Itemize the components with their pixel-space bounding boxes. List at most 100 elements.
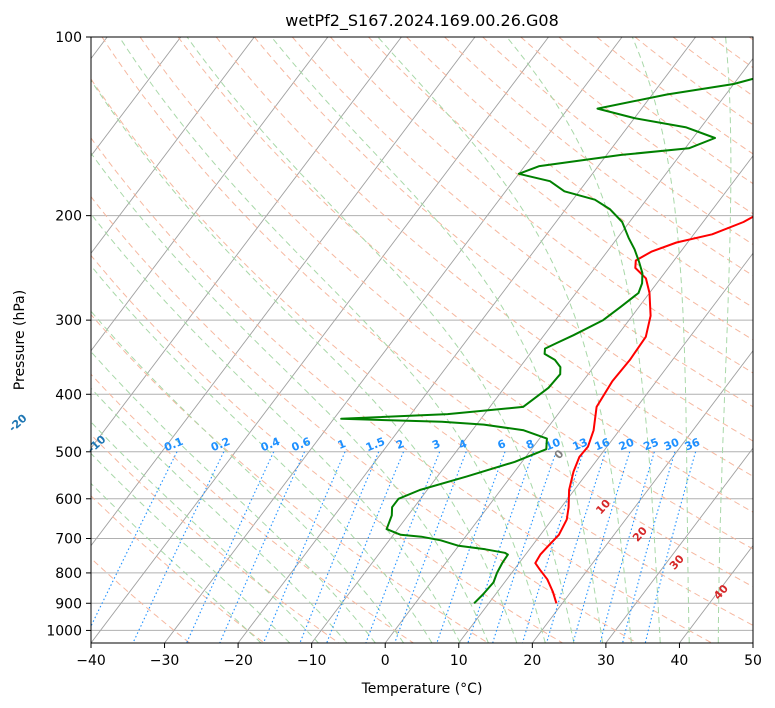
mixing-ratio-label: 8 <box>524 437 536 452</box>
reference-lines-layer <box>91 37 753 643</box>
y-axis-label: Pressure (hPa) <box>12 290 28 390</box>
dry-adiabat-line <box>482 37 753 246</box>
moist-adiabat-line <box>118 37 546 643</box>
mixing-ratio-label: 4 <box>457 437 469 452</box>
x-tick-label: −30 <box>150 653 180 669</box>
mixing-ratio-label: 1 <box>336 437 348 452</box>
isotherm-line <box>91 37 255 255</box>
mixing-ratio-label: 25 <box>642 436 661 454</box>
dry-adiabat-line <box>101 37 753 588</box>
moist-adiabat-line <box>91 213 461 643</box>
y-tick-label: 900 <box>55 596 82 612</box>
mixing-ratio-line <box>299 451 380 643</box>
y-tick-label: 700 <box>55 532 82 548</box>
dry-adiabat-line <box>368 37 753 341</box>
dry-adiabat-line <box>91 313 489 643</box>
dry-adiabat-line <box>91 373 414 643</box>
y-tick-label: 300 <box>55 313 82 329</box>
mixing-ratio-line <box>467 451 535 643</box>
dry-adiabat-line <box>444 37 753 277</box>
x-tick-label: 30 <box>597 653 615 669</box>
dewpoint-profile-line <box>340 77 753 605</box>
dry-adiabat-line <box>330 37 753 374</box>
isotherm-line <box>458 252 753 643</box>
mixing-ratio-label: 30 <box>662 436 681 454</box>
moist-adiabat-label: 0 <box>552 447 567 462</box>
dry-adiabat-line <box>291 37 753 408</box>
mixing-ratio-line <box>394 451 467 643</box>
dry-adiabat-line <box>139 37 753 550</box>
isotherm-line <box>164 37 623 643</box>
axes-layer: −40 −30 −20 −10 0 10 20 30 40 5010020030040050060… <box>46 30 762 669</box>
moist-adiabat-line <box>91 152 489 643</box>
isotherm-line <box>91 37 549 643</box>
mixing-ratio-line <box>546 451 607 643</box>
moist-adiabat-line <box>91 265 433 643</box>
dry-adiabat-line <box>91 137 713 643</box>
moist-adiabat-line <box>271 37 604 643</box>
x-tick-label: 20 <box>523 653 541 669</box>
reference-labels-layer: 0.10.20.40.611.52346810131620253036-100-… <box>6 411 731 602</box>
isotherm-line <box>91 37 402 449</box>
x-axis-label: Temperature (°C) <box>361 681 483 697</box>
x-tick-label: −40 <box>76 653 106 669</box>
dry-adiabat-line <box>91 254 563 643</box>
moist-adiabat-line <box>377 37 632 643</box>
mixing-ratio-line <box>326 451 405 643</box>
moist-adiabat-line <box>91 79 518 643</box>
temperature-profile-line <box>534 215 753 604</box>
y-tick-label: 100 <box>55 30 82 46</box>
moist-adiabat-line <box>717 37 732 643</box>
moist-adiabat-line <box>91 421 319 643</box>
mixing-ratio-line <box>599 451 655 643</box>
x-tick-label: 50 <box>744 653 762 669</box>
y-tick-label: 1000 <box>46 623 82 639</box>
moist-adiabat-line <box>91 310 405 643</box>
isotherm-line <box>752 642 753 643</box>
x-tick-label: 40 <box>671 653 689 669</box>
dry-adiabat-line <box>406 37 753 309</box>
mixing-ratio-label: 10 <box>543 436 562 454</box>
grid-layer <box>91 37 753 643</box>
dry-adiabat-line <box>91 557 190 643</box>
mixing-ratio-label: 2 <box>394 437 406 452</box>
mixing-ratio-line <box>91 451 178 628</box>
plot-frame <box>90 36 754 644</box>
moist-adiabat-line <box>91 387 348 643</box>
isotherm-line <box>91 37 329 352</box>
mixing-ratio-line <box>521 451 584 643</box>
mixing-ratio-label: 3 <box>430 437 442 452</box>
moist-adiabat-line <box>631 37 690 643</box>
y-tick-label: 600 <box>55 492 82 508</box>
moist-adiabat-line <box>91 482 262 643</box>
mixing-ratio-line <box>492 451 557 643</box>
dry-adiabat-line <box>91 78 753 626</box>
x-tick-label: 0 <box>381 653 390 669</box>
x-tick-label: 10 <box>450 653 468 669</box>
mixing-ratio-line <box>132 451 225 643</box>
mixing-ratio-label: 36 <box>683 436 702 454</box>
moist-adiabat-line <box>91 350 376 643</box>
moist-adiabat-label: 40 <box>711 582 731 602</box>
dry-adiabat-line <box>177 37 753 513</box>
moist-adiabat-label: 20 <box>630 524 650 544</box>
dry-adiabat-line <box>558 37 753 185</box>
dry-adiabat-line <box>91 433 340 643</box>
dry-adiabat-line <box>520 37 753 215</box>
dry-adiabat-line <box>710 37 753 69</box>
moist-adiabat-label: 30 <box>667 552 687 572</box>
x-tick-label: −20 <box>223 653 253 669</box>
x-tick-label: −10 <box>297 653 327 669</box>
isotherm-line <box>91 37 476 547</box>
y-tick-label: 200 <box>55 209 82 225</box>
mixing-ratio-label: 13 <box>571 436 590 454</box>
mixing-ratio-line <box>365 451 441 643</box>
isotherm-line <box>384 155 753 643</box>
moist-adiabat-line <box>186 37 575 643</box>
series-layer <box>340 77 753 605</box>
isotherm-line <box>605 447 753 643</box>
isotherm-line <box>679 544 753 643</box>
mixing-ratio-line <box>186 451 275 643</box>
mixing-ratio-line <box>436 451 506 643</box>
